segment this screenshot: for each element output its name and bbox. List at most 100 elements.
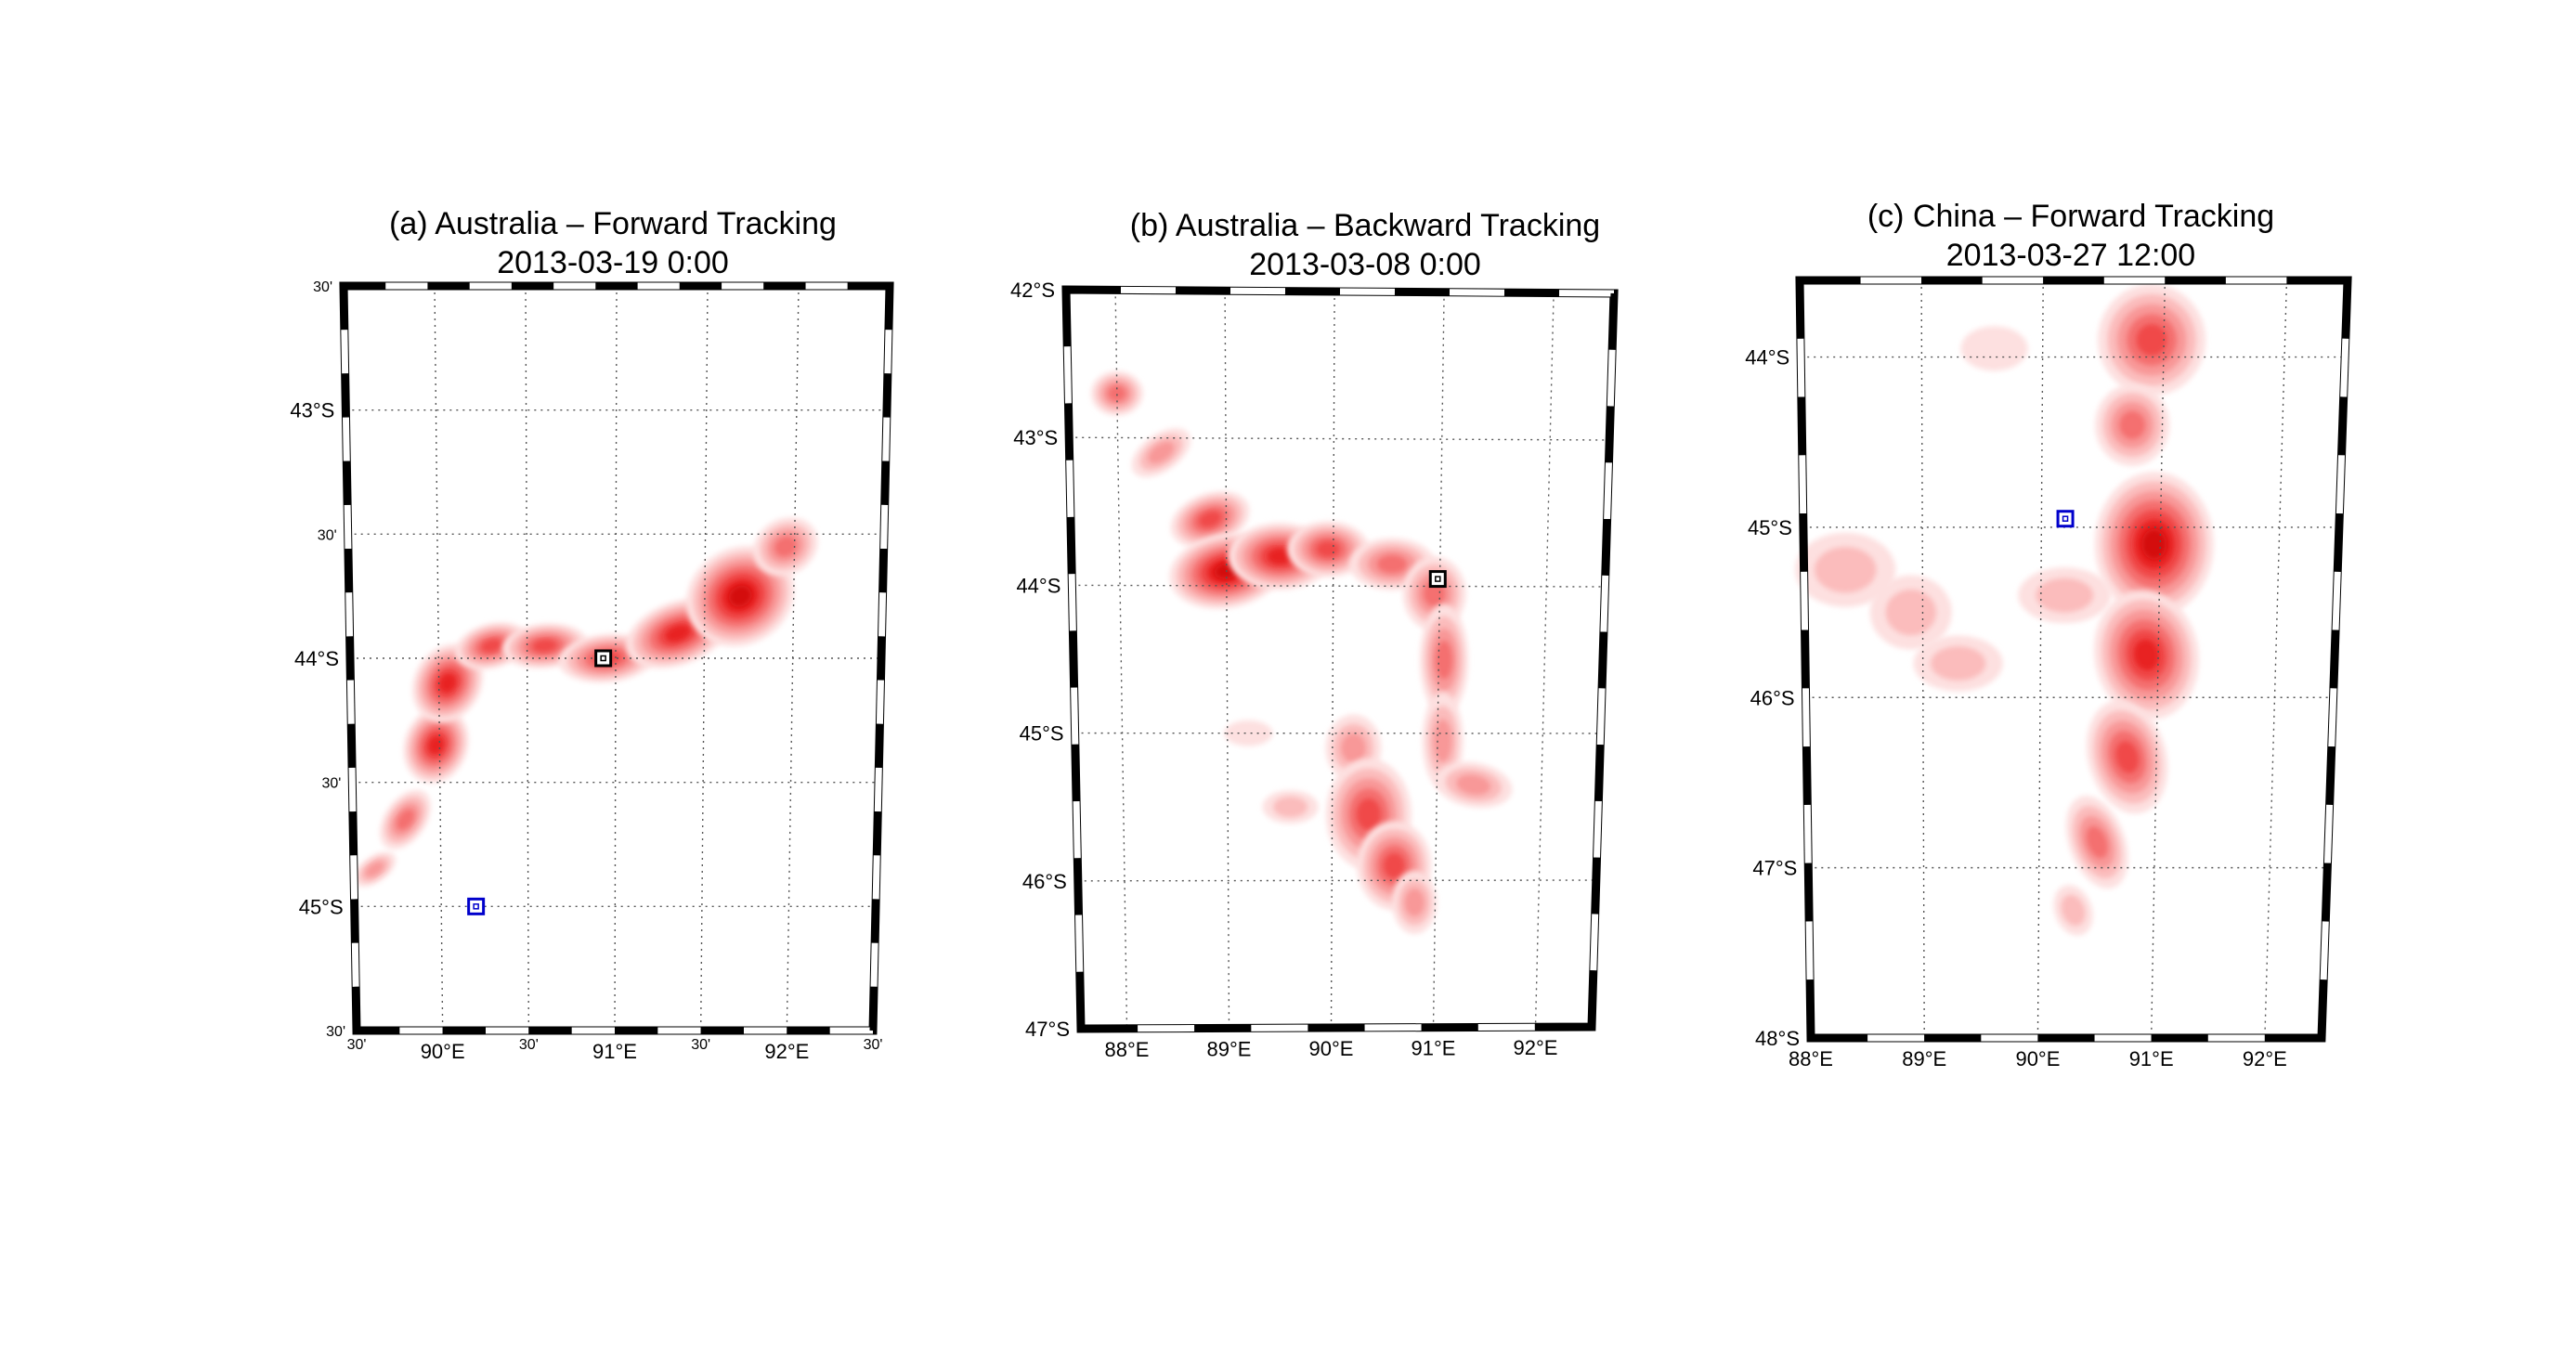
particle-density [1384, 853, 1405, 878]
particle-density [2036, 578, 2094, 613]
panel-b-frame-left-segment [1068, 403, 1069, 460]
particle-density [2137, 324, 2167, 356]
panel-a-frame-right-segment [885, 461, 886, 505]
panel-b-title: (b) Australia – Backward Tracking 2013-0… [1096, 206, 1634, 284]
panel-a-frame-right-segment [883, 549, 884, 592]
panel-c-date: 2013-03-27 12:00 [1820, 236, 2322, 275]
panel-c-frame-left-segment [1805, 688, 1806, 746]
panel-c-frame-left-segment [1804, 572, 1805, 630]
latitude-label: 30' [318, 527, 337, 543]
panel-a-frame-right-segment [876, 855, 877, 899]
latitude-label: 43°S [1013, 426, 1058, 449]
panel-c-frame-left-segment [1801, 339, 1802, 397]
particle-density [1931, 646, 1985, 681]
panel-a-frame-right-segment [873, 987, 874, 1031]
panel-b-frame-left-segment [1074, 688, 1075, 745]
panel-b-frame-right-segment [1612, 293, 1614, 350]
longitude-label: 89°E [1902, 1047, 1946, 1070]
start-position-marker [2058, 512, 2073, 526]
latitude-label: 45°S [299, 895, 344, 918]
panel-a-frame-right-segment [880, 636, 881, 680]
particle-density [1961, 326, 2028, 370]
latitude-label: 44°S [294, 647, 339, 670]
panel-b-frame-right-segment [1608, 407, 1610, 463]
longitude-label: 30' [864, 1037, 883, 1053]
panel-c-frame-left-segment [1805, 630, 1806, 689]
panel-a-frame-left-segment [345, 373, 346, 417]
panel-a-frame-left-segment [348, 549, 349, 592]
panel-b-frame-right-segment [1600, 688, 1602, 745]
longitude-label: 30' [691, 1037, 710, 1053]
panel-c-frame-right-segment [2323, 921, 2325, 979]
particle-density [1377, 555, 1407, 573]
particle-density [1436, 641, 1452, 680]
start-position-marker [469, 899, 484, 914]
panel-b-frame-left-segment [1066, 290, 1067, 346]
latitude-label: 44°S [1016, 574, 1060, 597]
panel-b-frame-right-segment [1607, 462, 1609, 519]
panel-b-frame-left-segment [1067, 346, 1068, 403]
panel-a-frame-left-segment [355, 899, 356, 942]
longitude-label: 89°E [1207, 1037, 1252, 1060]
latitude-label: 46°S [1022, 870, 1067, 893]
panel-c-frame-left-segment [1803, 513, 1804, 572]
panel-a-frame-left-segment [345, 418, 346, 461]
latitude-label: 30' [326, 1024, 345, 1040]
panel-c-frame-left-segment [1808, 863, 1809, 922]
panel-b-frame-left-segment [1077, 858, 1078, 914]
panel-a-frame-right-segment [888, 330, 889, 373]
panel-b-frame-left-segment [1079, 915, 1080, 972]
particle-density [1405, 889, 1425, 916]
panel-c-frame-left-segment [1809, 921, 1810, 979]
particle-density [1273, 797, 1308, 817]
panel-c-frame-right-segment [2344, 339, 2346, 397]
particle-density [1357, 798, 1381, 830]
panel-c-frame-right-segment [2342, 397, 2344, 456]
panel-a-frame-right-segment [875, 899, 876, 942]
latitude-label: 46°S [1750, 686, 1795, 709]
panel-a-frame-left-segment [354, 855, 355, 899]
end-position-marker [596, 651, 611, 666]
panel-a-date: 2013-03-19 0:00 [371, 243, 854, 282]
reference-position-marker [1430, 572, 1445, 587]
panel-b-frame-left-segment [1075, 745, 1076, 801]
latitude-label: 43°S [290, 399, 334, 422]
panel-b-frame-left-segment [1080, 972, 1081, 1029]
latitude-label: 30' [321, 776, 341, 792]
particle-density [1815, 547, 1876, 592]
panel-c-frame-right-segment [2322, 979, 2323, 1038]
latitude-label: 47°S [1752, 857, 1797, 880]
panel-b-frame-right-segment [1594, 914, 1595, 970]
panel-b-frame-right-segment [1598, 745, 1600, 801]
panel-a-frame-left-segment [353, 811, 354, 855]
panel-a-frame-right-segment [882, 592, 883, 636]
panel-c-frame-right-segment [2337, 513, 2339, 572]
panel-c-title-text: (c) China – Forward Tracking [1820, 197, 2322, 236]
panel-b-frame-right-segment [1597, 801, 1599, 858]
panel-a-frame-left-segment [347, 505, 348, 549]
panel-a-frame-right-segment [886, 418, 887, 461]
panel-b-title-text: (b) Australia – Backward Tracking [1096, 206, 1634, 245]
panel-b-frame-right-segment [1610, 350, 1612, 407]
panel-b-background [1066, 290, 1614, 1029]
panel-a-frame-left-segment [356, 987, 357, 1031]
panel-a-frame-right-segment [878, 724, 879, 768]
latitude-label: 30' [313, 279, 332, 295]
panel-a-frame-right-segment [889, 286, 890, 330]
latitude-label: 42°S [1010, 279, 1055, 302]
particle-density [1886, 590, 1936, 635]
longitude-label: 90°E [1309, 1037, 1354, 1060]
panel-b-date: 2013-03-08 0:00 [1096, 245, 1634, 284]
panel-b-frame-left-segment [1071, 517, 1072, 574]
longitude-label: 30' [519, 1037, 539, 1053]
panel-a-title-text: (a) Australia – Forward Tracking [371, 204, 854, 243]
panel-a-frame-left-segment [351, 724, 352, 768]
panel-a-frame-right-segment [884, 505, 885, 549]
particle-density [1341, 733, 1366, 763]
panel-c-frame-left-segment [1800, 280, 1801, 339]
latitude-label: 47°S [1025, 1018, 1070, 1041]
longitude-label: 91°E [1412, 1037, 1456, 1060]
